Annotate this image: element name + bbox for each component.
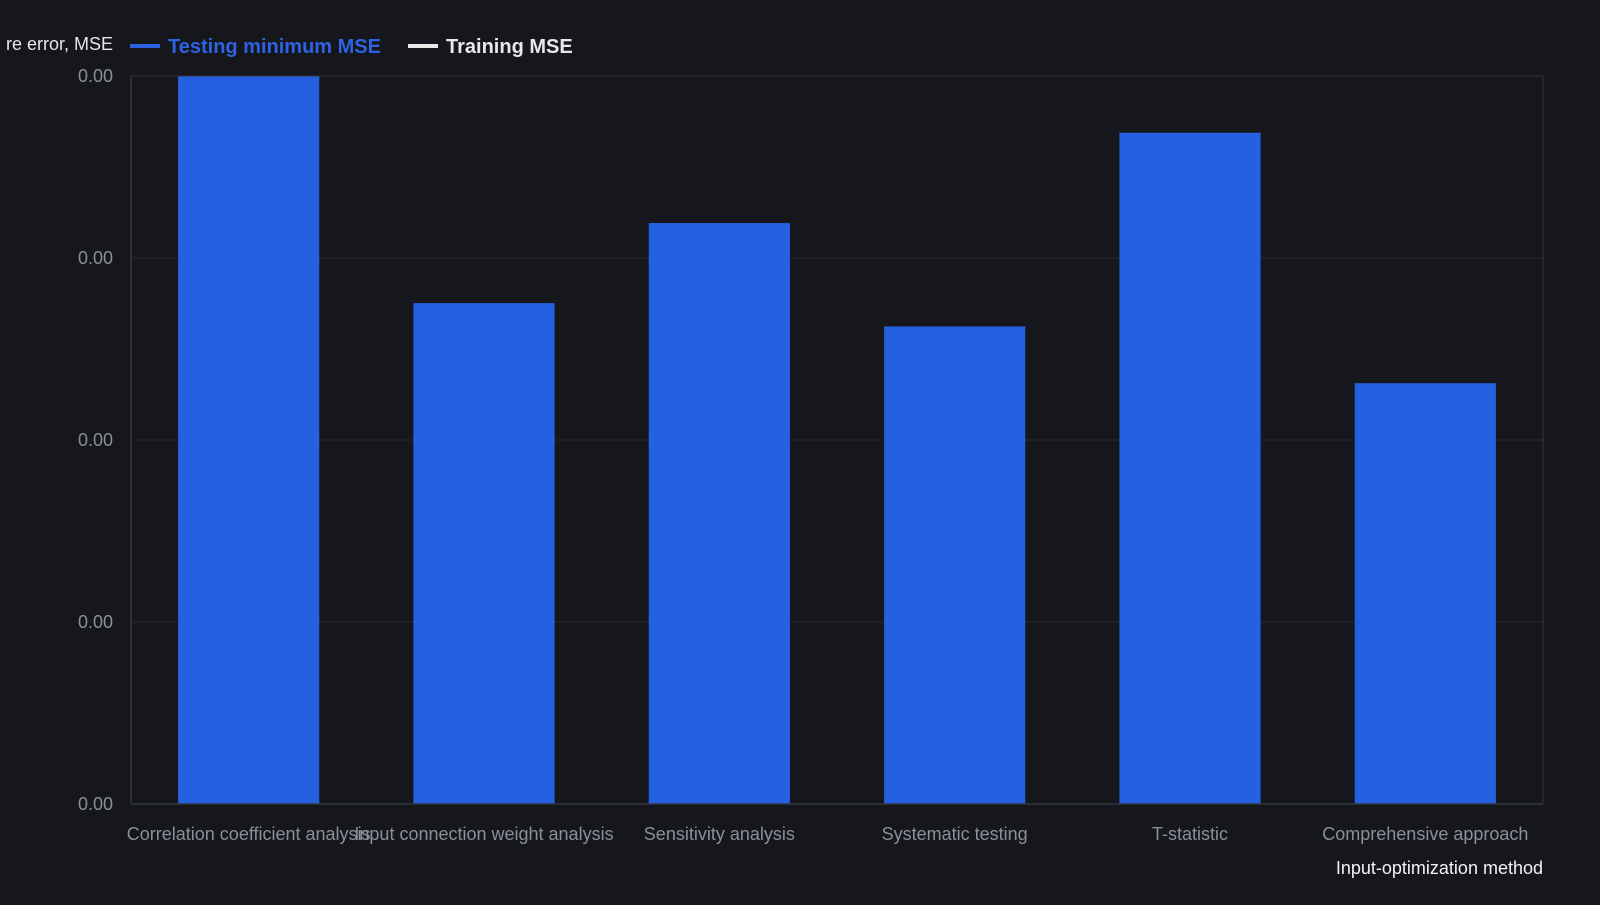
x-tick-label: Sensitivity analysis: [644, 824, 795, 844]
x-axis-label: Input-optimization method: [1336, 858, 1543, 878]
bar: [178, 76, 320, 804]
legend-item-label: Training MSE: [446, 36, 573, 58]
legend: Testing minimum MSE Training MSE: [130, 36, 573, 58]
x-tick-label: Comprehensive approach: [1322, 824, 1528, 844]
bar: [884, 326, 1026, 804]
legend-item-label: Testing minimum MSE: [168, 36, 381, 58]
x-tick-label: T-statistic: [1152, 824, 1228, 844]
y-tick-labels: 0.00 0.00 0.00 0.00 0.00: [78, 66, 113, 814]
bar: [1119, 132, 1261, 804]
y-axis-label: re error, MSE: [6, 34, 113, 54]
x-tick-label: Systematic testing: [882, 824, 1028, 844]
bar: [413, 303, 555, 804]
bar: [1354, 383, 1496, 804]
bars: [178, 76, 1496, 804]
y-tick-label: 0.00: [78, 794, 113, 814]
y-tick-label: 0.00: [78, 430, 113, 450]
x-tick-label: Input connection weight analysis: [354, 824, 613, 844]
y-tick-label: 0.00: [78, 248, 113, 268]
y-tick-label: 0.00: [78, 66, 113, 86]
y-tick-label: 0.00: [78, 612, 113, 632]
axes: [130, 75, 1544, 805]
x-tick-label: Correlation coefficient analysis: [127, 824, 371, 844]
bar: [648, 223, 790, 804]
